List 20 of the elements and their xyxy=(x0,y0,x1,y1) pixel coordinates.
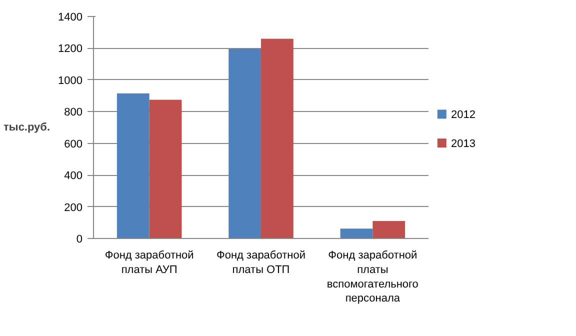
y-tick-label: 400 xyxy=(64,170,83,182)
x-tick-label: Фонд заработной платы вспомогательного персонала xyxy=(326,250,418,305)
y-tick-label: 200 xyxy=(64,202,83,214)
legend-label: 2013 xyxy=(451,138,476,150)
y-tick-label: 800 xyxy=(64,106,83,119)
y-tick-label: 1000 xyxy=(58,74,83,87)
y-tick-label: 0 xyxy=(76,234,83,246)
y-tick-label: 1200 xyxy=(58,43,83,56)
bar xyxy=(116,93,150,238)
x-tick-label: Фонд заработной платы АУП xyxy=(104,250,194,276)
bar xyxy=(340,228,373,238)
legend-label: 2012 xyxy=(451,109,476,122)
bar xyxy=(372,221,406,238)
bar xyxy=(261,38,294,238)
y-tick-label: 600 xyxy=(64,138,83,150)
y-tick-label: 1400 xyxy=(58,12,83,24)
x-tick-label: Фонд заработной платы ОТП xyxy=(216,250,306,276)
bar xyxy=(228,49,261,238)
y-axis-title: тыс.руб. xyxy=(4,122,50,134)
bar xyxy=(149,100,182,238)
